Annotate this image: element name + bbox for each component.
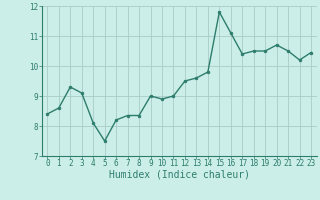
X-axis label: Humidex (Indice chaleur): Humidex (Indice chaleur) xyxy=(109,170,250,180)
